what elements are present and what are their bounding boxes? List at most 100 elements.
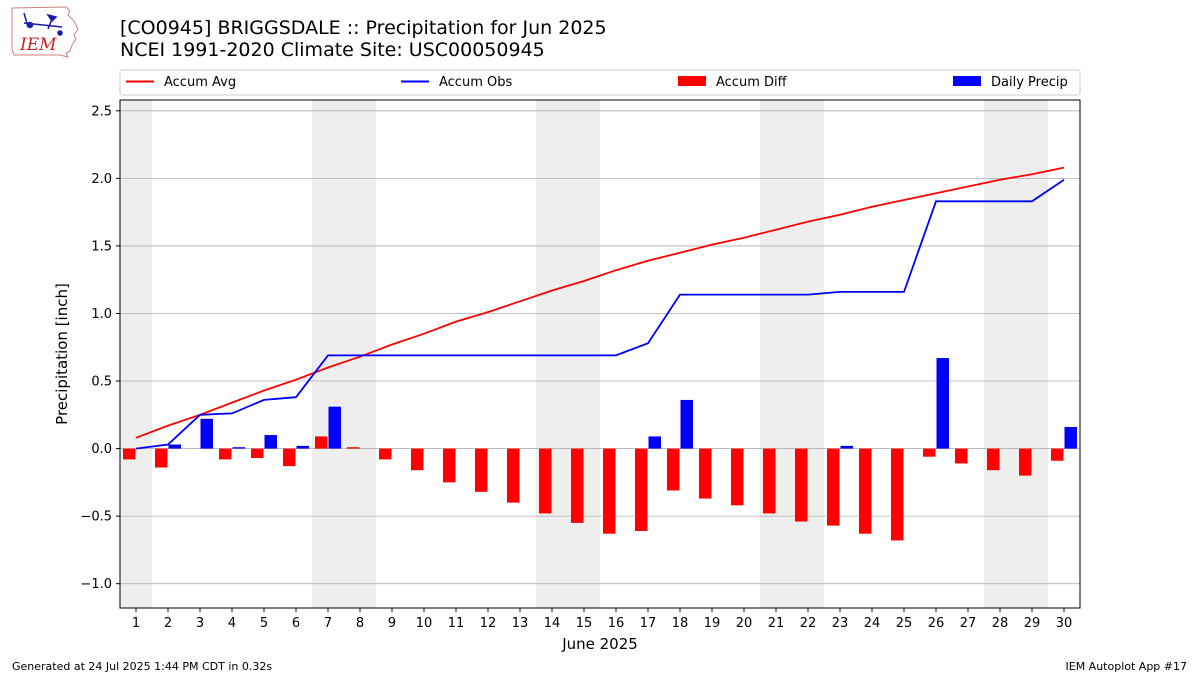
- daily-precip-bar: [232, 447, 245, 449]
- x-tick-label: 27: [960, 616, 977, 631]
- accum-diff-bar: [827, 448, 840, 526]
- accum-diff-bar: [539, 448, 552, 514]
- iem-logo: IEM: [11, 6, 79, 58]
- accum-diff-bar: [795, 448, 808, 522]
- weather-station-icon: [23, 12, 63, 36]
- accum-diff-bar: [699, 448, 712, 499]
- accum-diff-bar: [667, 448, 680, 491]
- plot-frame: [119, 99, 1081, 609]
- x-tick-label: 1: [132, 616, 140, 631]
- legend-label-accum-obs: Accum Obs: [439, 75, 512, 90]
- daily-precip-bar: [648, 436, 661, 449]
- accum-diff-bar: [219, 448, 232, 460]
- accum-diff-bar: [475, 448, 488, 492]
- accum-diff-bar: [571, 448, 584, 523]
- accum-diff-bar: [923, 448, 936, 457]
- y-tick-label: −1.0: [80, 577, 112, 592]
- weekend-shading: [984, 100, 1048, 608]
- x-tick-label: 7: [324, 616, 332, 631]
- x-tick-label: 22: [800, 616, 817, 631]
- accum-diff-bar: [379, 448, 392, 460]
- legend: Accum Avg Accum Obs Accum Diff Daily Precip: [119, 69, 1081, 96]
- x-tick-label: 13: [512, 616, 529, 631]
- iowa-state-outline-icon: [11, 6, 79, 58]
- weekend-shading: [760, 100, 824, 608]
- x-tick-label: 16: [608, 616, 625, 631]
- x-tick-label: 12: [480, 616, 497, 631]
- accum-diff-bar: [763, 448, 776, 514]
- x-tick-label: 2: [164, 616, 172, 631]
- app-label: IEM Autoplot App #17: [1065, 660, 1188, 673]
- y-tick-label: 1.5: [91, 239, 112, 254]
- x-tick-label: 4: [228, 616, 236, 631]
- accum-obs-line: [135, 178, 1065, 450]
- x-tick-label: 3: [196, 616, 204, 631]
- y-tick-label: 0.0: [91, 442, 112, 457]
- accum-diff-bar: [155, 448, 168, 468]
- daily-precip-bar: [1064, 426, 1077, 449]
- accum-diff-bar: [283, 448, 296, 467]
- accum-diff-bar: [1051, 448, 1064, 461]
- y-tick-label: 2.0: [91, 172, 112, 187]
- x-tick-label: 30: [1056, 616, 1073, 631]
- generated-timestamp: Generated at 24 Jul 2025 1:44 PM CDT in …: [12, 660, 273, 673]
- x-tick-label: 25: [896, 616, 913, 631]
- x-axis-label: June 2025: [561, 635, 638, 653]
- x-tick-label: 14: [544, 616, 561, 631]
- x-tick-label: 17: [640, 616, 657, 631]
- legend-swatch-accum-diff: [678, 76, 706, 86]
- chart-subtitle: NCEI 1991-2020 Climate Site: USC00050945: [120, 39, 545, 61]
- weekend-shading: [120, 100, 152, 608]
- y-tick-label: 0.5: [91, 375, 112, 390]
- x-tick-label: 18: [672, 616, 689, 631]
- accum-diff-bar: [411, 448, 424, 471]
- logo-text: IEM: [19, 35, 57, 55]
- x-tick-label: 23: [832, 616, 849, 631]
- x-tick-label: 10: [416, 616, 433, 631]
- chart-title: [CO0945] BRIGGSDALE :: Precipitation for…: [120, 17, 607, 39]
- x-tick-label: 21: [768, 616, 785, 631]
- x-tick-label: 15: [576, 616, 593, 631]
- y-tick-label: −0.5: [80, 510, 112, 525]
- y-tick-label: 1.0: [91, 307, 112, 322]
- daily-precip-bar: [840, 445, 853, 449]
- x-tick-label: 11: [448, 616, 465, 631]
- y-tick-label: 2.5: [91, 104, 112, 119]
- weekend-shading: [536, 100, 600, 608]
- legend-label-accum-avg: Accum Avg: [164, 75, 236, 90]
- accum-avg-line: [135, 166, 1065, 439]
- accum-diff-bar: [443, 448, 456, 483]
- y-axis-label: Precipitation [inch]: [53, 283, 71, 425]
- daily-precip-bar: [200, 418, 213, 449]
- x-tick-label: 9: [388, 616, 396, 631]
- x-tick-label: 6: [292, 616, 300, 631]
- accum-diff-bar: [955, 448, 968, 464]
- accum-diff-bar: [891, 448, 904, 541]
- x-tick-label: 24: [864, 616, 881, 631]
- accum-diff-bar: [635, 448, 648, 531]
- daily-precip-bar: [936, 358, 949, 449]
- daily-precip-bar: [168, 444, 181, 449]
- legend-swatch-daily-precip: [953, 76, 981, 86]
- x-tick-label: 20: [736, 616, 753, 631]
- accum-diff-bar: [859, 448, 872, 534]
- x-tick-label: 26: [928, 616, 945, 631]
- accum-diff-bar: [251, 448, 264, 459]
- accum-diff-bar: [315, 436, 328, 449]
- daily-precip-bar: [264, 435, 277, 449]
- accum-diff-bar: [731, 448, 744, 506]
- accum-diff-bar: [603, 448, 616, 534]
- x-tick-label: 5: [260, 616, 268, 631]
- legend-label-daily-precip: Daily Precip: [991, 75, 1068, 90]
- accum-diff-bar: [1019, 448, 1032, 476]
- daily-precip-bar: [328, 406, 341, 449]
- daily-precip-bar: [296, 445, 309, 449]
- accum-diff-bar: [507, 448, 520, 503]
- legend-label-accum-diff: Accum Diff: [716, 75, 788, 90]
- accum-diff-bar: [123, 448, 136, 460]
- x-tick-label: 28: [992, 616, 1009, 631]
- x-tick-label: 29: [1024, 616, 1041, 631]
- accum-diff-bar: [347, 447, 360, 449]
- accum-diff-bar: [987, 448, 1000, 471]
